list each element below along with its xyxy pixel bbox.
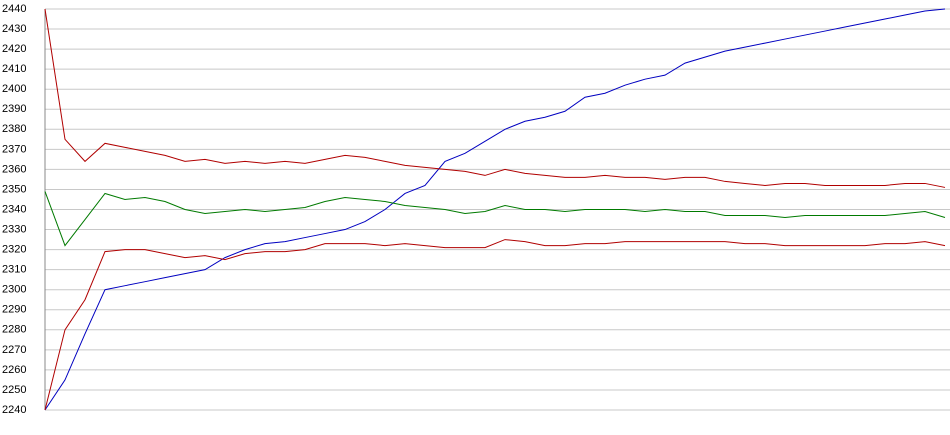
y-tick-label: 2250 xyxy=(2,384,26,396)
y-tick-label: 2260 xyxy=(2,364,26,376)
y-tick-label: 2270 xyxy=(2,344,26,356)
y-tick-label: 2290 xyxy=(2,304,26,316)
y-tick-label: 2350 xyxy=(2,183,26,195)
y-tick-label: 2380 xyxy=(2,123,26,135)
y-tick-label: 2280 xyxy=(2,324,26,336)
series-line xyxy=(44,8,946,188)
y-tick-label: 2400 xyxy=(2,83,26,95)
y-tick-label: 2430 xyxy=(2,23,26,35)
y-tick-label: 2360 xyxy=(2,163,26,175)
y-tick-label: 2340 xyxy=(2,203,26,215)
y-tick-label: 2310 xyxy=(2,264,26,276)
series-line xyxy=(44,191,946,247)
series-line xyxy=(44,8,946,411)
series-line xyxy=(44,239,946,411)
y-tick-label: 2420 xyxy=(2,43,26,55)
y-tick-label: 2390 xyxy=(2,103,26,115)
y-tick-label: 2240 xyxy=(2,404,26,416)
y-tick-label: 2330 xyxy=(2,223,26,235)
y-tick-label: 2300 xyxy=(2,284,26,296)
y-tick-label: 2370 xyxy=(2,143,26,155)
y-tick-label: 2410 xyxy=(2,63,26,75)
y-tick-label: 2440 xyxy=(2,3,26,15)
y-tick-label: 2320 xyxy=(2,244,26,256)
